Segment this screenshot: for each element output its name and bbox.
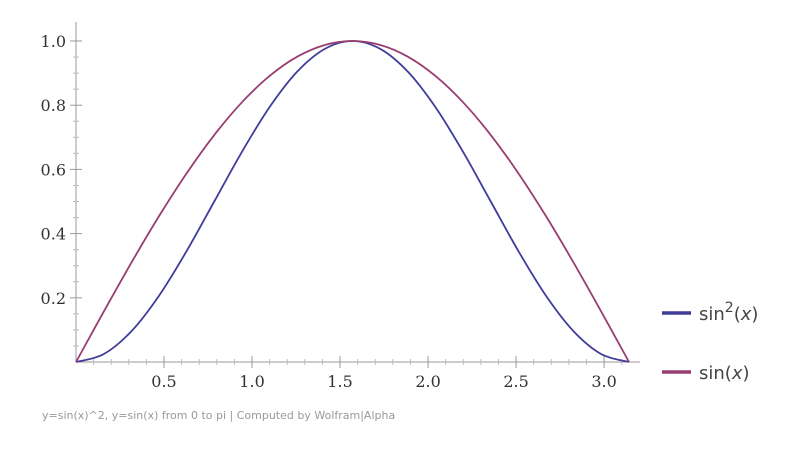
y-tick-label: 0.4 [41, 225, 66, 244]
x-tick-label: 0.5 [151, 372, 176, 391]
series-line-sin [75, 40, 630, 363]
x-tick-label: 3.0 [591, 372, 616, 391]
series-line-sin-squared [75, 40, 630, 363]
y-tick-label: 1.0 [41, 32, 66, 51]
y-tick-label: 0.8 [41, 96, 66, 115]
x-tick-label: 2.0 [415, 372, 440, 391]
y-tick-label: 0.6 [41, 160, 66, 179]
x-tick-label: 1.5 [327, 372, 352, 391]
legend-label: sin2(x) [699, 300, 758, 325]
y-tick-label: 0.2 [41, 289, 66, 308]
x-tick-label: 2.5 [503, 372, 528, 391]
x-tick-label: 1.0 [239, 372, 264, 391]
legend-label: sin(x) [699, 363, 750, 384]
chart-caption: y=sin(x)^2, y=sin(x) from 0 to pi | Comp… [42, 409, 396, 422]
